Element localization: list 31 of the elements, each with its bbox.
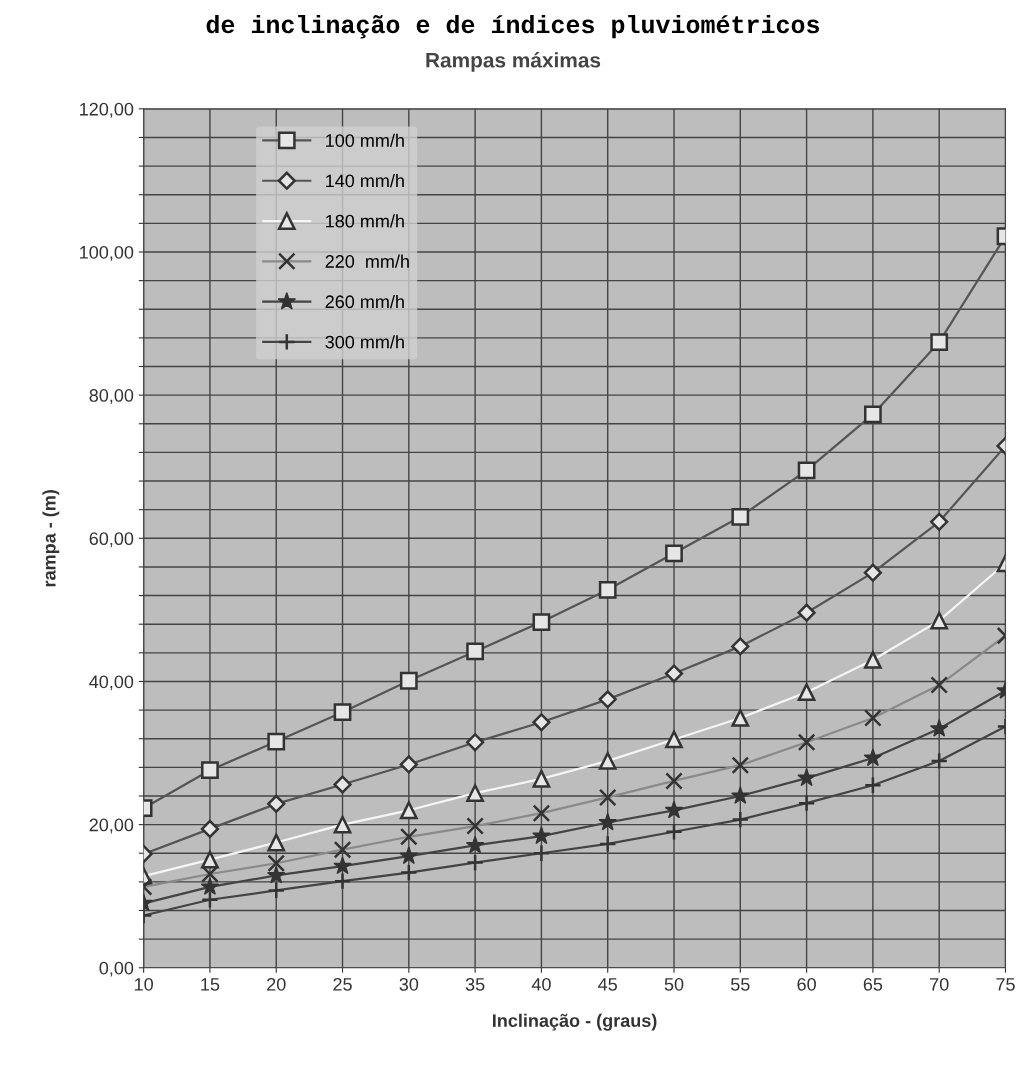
x-tick-label: 60 bbox=[797, 977, 816, 991]
x-tick-label: 30 bbox=[399, 977, 419, 991]
x-tick-label: 20 bbox=[267, 977, 286, 991]
x-tick-label: 35 bbox=[465, 977, 485, 991]
legend-label: 300 mm/h bbox=[325, 335, 404, 349]
x-tick-label: 40 bbox=[531, 977, 551, 991]
y-tick-label: 120,00 bbox=[80, 102, 134, 118]
x-tick-label: 75 bbox=[996, 978, 1015, 991]
chart-subtitle: Rampas máximas bbox=[426, 52, 601, 72]
legend-label: 140 mm/h bbox=[326, 173, 404, 188]
legend-label: 260 mm/h bbox=[325, 294, 404, 309]
legend-label: 180 mm/h bbox=[326, 214, 404, 228]
y-axis-title: rampa - (m) bbox=[42, 490, 60, 587]
legend-label: 220 mm/h bbox=[325, 254, 409, 268]
x-tick-label: 25 bbox=[333, 977, 352, 991]
x-tick-label: 55 bbox=[730, 978, 750, 991]
chart-title: de inclinação e de índices pluviométricos bbox=[206, 14, 819, 39]
x-tick-label: 15 bbox=[201, 978, 220, 991]
x-tick-label: 50 bbox=[664, 977, 684, 991]
y-tick-label: 60,00 bbox=[89, 532, 134, 548]
y-tick-label: 40,00 bbox=[89, 675, 134, 691]
legend-label: 100 mm/h bbox=[326, 133, 404, 147]
x-tick-label: 10 bbox=[134, 977, 153, 991]
y-tick-label: 0,00 bbox=[99, 961, 134, 977]
x-tick-label: 45 bbox=[598, 978, 617, 991]
y-tick-label: 100,00 bbox=[80, 245, 134, 261]
x-axis-title: Inclinação - (graus) bbox=[493, 1013, 657, 1031]
y-tick-label: 20,00 bbox=[89, 818, 134, 834]
x-tick-label: 65 bbox=[863, 977, 883, 991]
y-tick-label: 80,00 bbox=[89, 389, 134, 404]
x-tick-label: 70 bbox=[930, 977, 949, 991]
